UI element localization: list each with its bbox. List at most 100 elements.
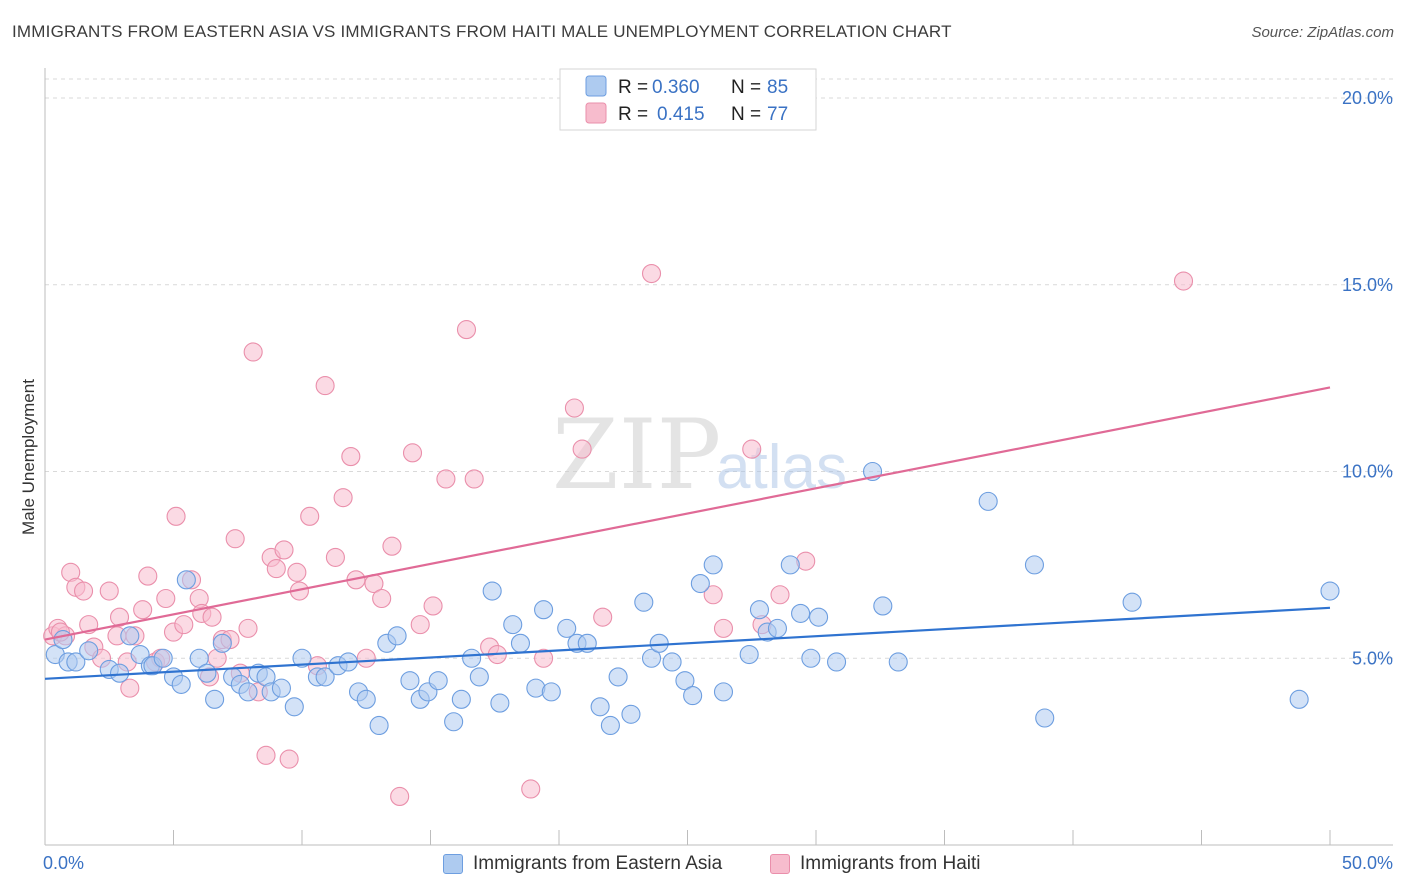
eastern-asia-point [356, 689, 376, 709]
haiti-point [300, 506, 320, 526]
eastern-asia-point [1289, 689, 1309, 709]
eastern-asia-point [978, 491, 998, 511]
eastern-asia-point [1024, 555, 1044, 575]
eastern-asia-point [675, 671, 695, 691]
eastern-asia-point [1122, 592, 1142, 612]
eastern-asia-point [271, 678, 291, 698]
eastern-asia-point [400, 671, 420, 691]
x-tick-label: 0.0% [43, 853, 84, 873]
eastern-asia-point [713, 682, 734, 702]
eastern-asia-point [292, 648, 312, 668]
tick-labels: 5.0% 10.0% 15.0% 20.0% 0.0% 50.0% [43, 88, 1393, 873]
eastern-asia-point [212, 633, 232, 653]
axes [44, 68, 1393, 846]
eastern-asia-point [557, 618, 577, 638]
y-tick-label: 20.0% [1342, 88, 1393, 108]
eastern-asia-point [541, 682, 561, 702]
watermark: ZIP atlas [552, 399, 847, 511]
haiti-point [456, 320, 477, 340]
eastern-asia-point [451, 689, 471, 709]
haiti-point [174, 615, 194, 635]
eastern-asia-point [503, 615, 523, 635]
haiti-point [464, 469, 484, 489]
eastern-asia-point [621, 704, 641, 724]
watermark-atlas: atlas [716, 433, 847, 502]
haiti-point [390, 786, 410, 806]
legend-swatch-eastern-asia [585, 75, 607, 97]
eastern-asia-point [534, 600, 554, 620]
eastern-asia-point [510, 633, 531, 653]
bottom-legend: Immigrants from Eastern Asia Immigrants … [0, 850, 1406, 880]
eastern-asia-point [634, 592, 654, 612]
haiti-point [133, 600, 153, 620]
legend-n-value: 85 [767, 77, 788, 98]
legend-box: R = 0.360 N = 85 R = 0.415 N = 77 [559, 68, 817, 131]
haiti-point [436, 469, 456, 489]
haiti-point [1173, 271, 1194, 291]
chart-title: IMMIGRANTS FROM EASTERN ASIA VS IMMIGRAN… [12, 22, 952, 41]
y-axis-label: Male Unemployment [19, 379, 38, 535]
eastern-asia-point [428, 671, 448, 691]
eastern-asia-point [791, 603, 811, 623]
haiti-point [325, 547, 345, 567]
legend-n-label: N = [731, 104, 761, 125]
eastern-asia-point [369, 715, 389, 736]
eastern-asia-point [649, 633, 669, 653]
haiti-point [564, 398, 584, 418]
eastern-asia-point [690, 573, 710, 594]
eastern-asia-point [767, 618, 788, 638]
x-tick-label: 50.0% [1342, 853, 1393, 873]
haiti-point [341, 447, 361, 467]
eastern-asia-point [482, 581, 502, 601]
haiti-point [333, 488, 353, 508]
eastern-asia-point [490, 693, 510, 713]
haiti-point [382, 536, 402, 556]
legend-r-label: R = [618, 77, 648, 98]
eastern-asia-point [153, 648, 173, 668]
eastern-asia-point [809, 607, 829, 627]
haiti-point [243, 342, 263, 362]
eastern-asia-point [600, 715, 620, 736]
haiti-point [120, 678, 140, 698]
haiti-point [423, 596, 443, 616]
legend-swatch-haiti [585, 102, 607, 124]
eastern-asia-point [780, 555, 800, 575]
eastern-asia-point [749, 600, 770, 620]
haiti-point [279, 749, 299, 769]
eastern-asia-point [1035, 708, 1055, 728]
eastern-asia-trend-line [44, 606, 1331, 680]
eastern-asia-point [444, 712, 464, 732]
eastern-asia-point [120, 626, 140, 646]
haiti-point [521, 779, 541, 799]
eastern-asia-point [662, 652, 682, 672]
legend-r-value: 0.415 [657, 104, 705, 125]
y-tick-label: 10.0% [1342, 462, 1393, 482]
eastern-asia-point [801, 648, 821, 668]
eastern-asia-point [109, 663, 130, 683]
haiti-point [225, 529, 245, 549]
eastern-asia-point [79, 641, 99, 661]
eastern-asia-point [739, 644, 759, 665]
haiti-point [256, 745, 276, 765]
bottom-legend-swatch-eastern-asia [443, 854, 463, 874]
bottom-legend-label: Immigrants from Eastern Asia [473, 853, 723, 874]
eastern-asia-point [66, 652, 86, 672]
haiti-trend-line [44, 386, 1331, 641]
eastern-asia-point [197, 663, 217, 683]
haiti-point [770, 585, 790, 605]
haiti-point [287, 562, 307, 582]
haiti-point [572, 439, 592, 459]
haiti-point [266, 559, 286, 579]
haiti-point [238, 618, 258, 638]
eastern-asia-point [641, 648, 662, 668]
eastern-asia-point [284, 697, 304, 717]
eastern-asia-point [387, 626, 407, 646]
haiti-point [410, 615, 430, 635]
eastern-asia-point [469, 667, 489, 687]
eastern-asia-point [608, 667, 628, 687]
y-tick-label: 5.0% [1352, 648, 1393, 668]
eastern-asia-point [888, 652, 908, 672]
haiti-point [372, 588, 392, 609]
haiti-point [315, 376, 335, 396]
